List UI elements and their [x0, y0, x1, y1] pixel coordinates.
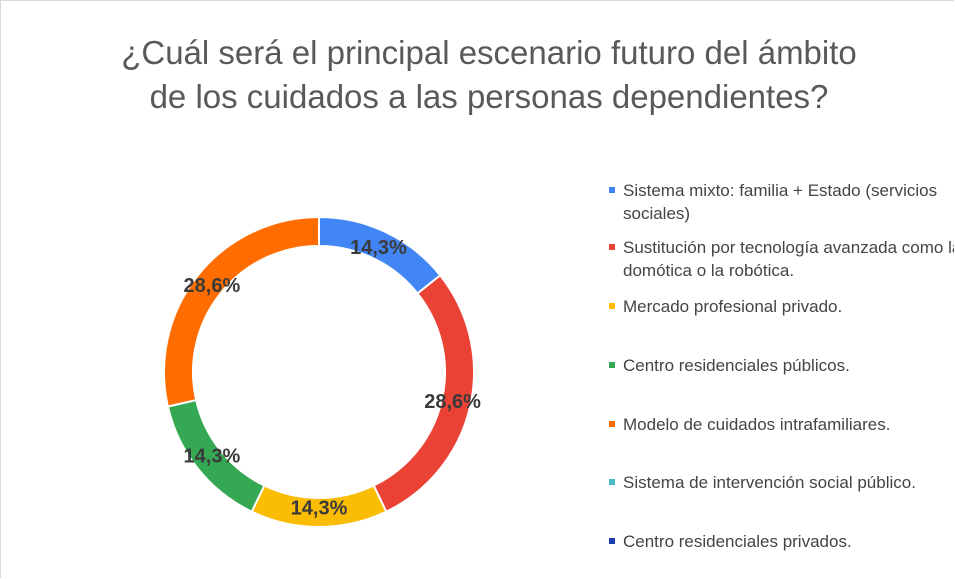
- chart-title: ¿Cuál será el principal escenario futuro…: [121, 34, 857, 115]
- legend-item: Mercado profesional privado.: [609, 295, 954, 318]
- legend-swatch: [609, 538, 615, 544]
- legend-item: Sistema mixto: familia + Estado (servici…: [609, 179, 954, 225]
- legend-swatch: [609, 244, 615, 250]
- data-label: 14,3%: [350, 237, 407, 259]
- legend-item: Centro residenciales públicos.: [609, 354, 954, 377]
- legend-item: Sustitución por tecnología avanzada como…: [609, 236, 954, 282]
- donut-segment: [163, 215, 320, 408]
- data-label: 28,6%: [184, 275, 241, 297]
- legend-swatch: [609, 421, 615, 427]
- legend-swatch: [609, 303, 615, 309]
- legend-swatch: [609, 187, 615, 193]
- legend-item: Centro residenciales privados.: [609, 530, 954, 553]
- legend-swatch: [609, 362, 615, 368]
- legend-item: Modelo de cuidados intrafamiliares.: [609, 413, 954, 436]
- legend-swatch: [609, 479, 615, 485]
- legend-item: Sistema de intervención social público.: [609, 471, 954, 494]
- data-label: 28,6%: [424, 391, 481, 413]
- data-label: 14,3%: [291, 497, 348, 519]
- data-label: 14,3%: [184, 446, 241, 468]
